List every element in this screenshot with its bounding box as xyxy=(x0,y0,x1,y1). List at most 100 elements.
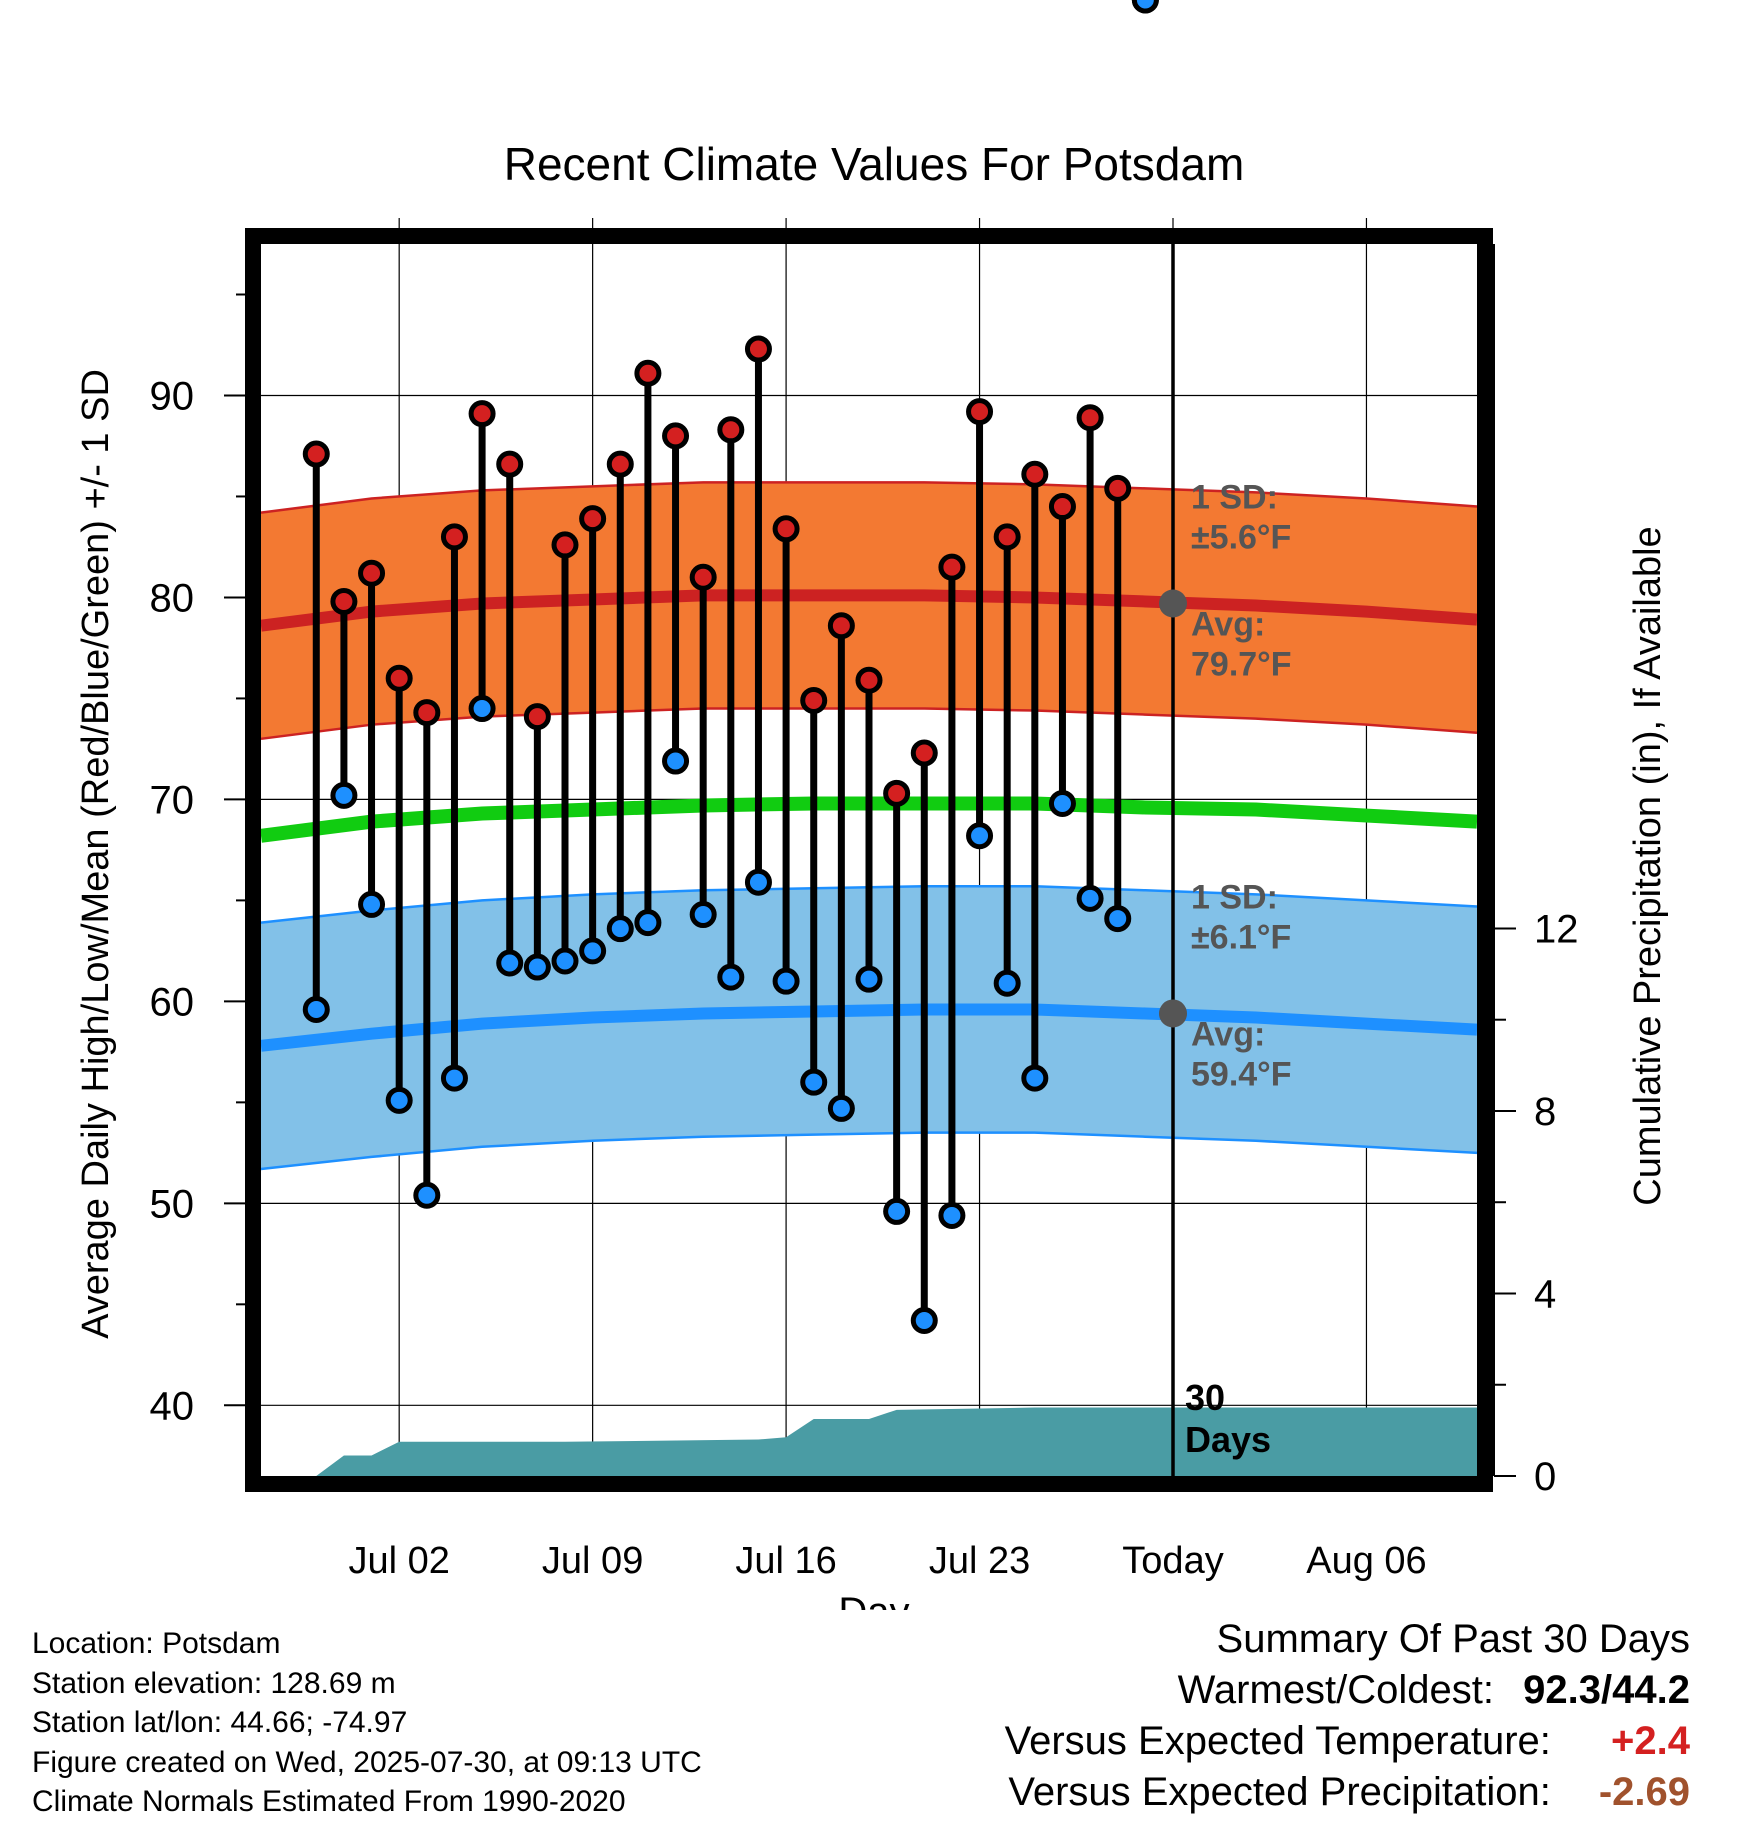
daily-high-point xyxy=(1104,474,1132,502)
daily-low-point xyxy=(662,747,690,775)
x-tick-label: Aug 06 xyxy=(1306,1540,1426,1582)
daily-high-point xyxy=(606,450,634,478)
daily-low-point xyxy=(634,909,662,937)
temp-anomaly-value: +2.4 xyxy=(1611,1719,1690,1763)
location-text: Location: Potsdam xyxy=(32,1627,281,1660)
summary-panel: Summary Of Past 30 Days Warmest/Coldest:… xyxy=(1005,1614,1690,1818)
created-text: Figure created on Wed, 2025-07-30, at 09… xyxy=(32,1745,702,1779)
daily-high-point xyxy=(1021,460,1049,488)
normals-text: Climate Normals Estimated From 1990-2020 xyxy=(32,1785,626,1818)
daily-high-point xyxy=(358,559,386,587)
avg-today-low-marker xyxy=(1159,999,1187,1028)
precip-anomaly-value: -2.69 xyxy=(1598,1770,1690,1814)
temp-anomaly-row: Versus Expected Temperature: +2.4 xyxy=(1005,1716,1690,1767)
daily-high-point xyxy=(1076,404,1104,432)
precip-anomaly-row: Versus Expected Precipitation: -2.69 xyxy=(1005,1767,1690,1818)
daily-high-point xyxy=(1048,493,1076,521)
daily-low-point xyxy=(1021,1064,1049,1092)
daily-low-point xyxy=(1104,905,1132,933)
low-avg-value: 59.4°F xyxy=(1191,1055,1292,1093)
daily-high-point xyxy=(966,398,994,426)
daily-low-point xyxy=(468,695,496,723)
daily-high-point xyxy=(689,563,717,591)
summary-title: Summary Of Past 30 Days xyxy=(1216,1617,1690,1661)
daily-low-point xyxy=(496,949,524,977)
x-tick-label: Jul 09 xyxy=(542,1540,643,1582)
coldest-value: 44.2 xyxy=(1612,1668,1690,1712)
y2-axis-label: Cumulative Precipitation (in), If Availa… xyxy=(1627,526,1669,1205)
daily-low-point xyxy=(855,965,883,993)
daily-low-point xyxy=(606,915,634,943)
x-tick-label: Today xyxy=(1122,1540,1223,1582)
daily-low-point xyxy=(910,1306,938,1334)
daily-low-point xyxy=(330,781,358,809)
station-metadata: Location: Potsdam Station elevation: 128… xyxy=(32,1624,702,1822)
daily-low-point xyxy=(827,1094,855,1122)
avg-today-high-marker xyxy=(1159,589,1187,618)
daily-high-point xyxy=(744,335,772,363)
daily-high-point xyxy=(827,612,855,640)
high-avg-label: Avg: xyxy=(1191,606,1265,644)
daily-high-point xyxy=(772,515,800,543)
daily-high-point xyxy=(910,739,938,767)
y2-tick-label: 0 xyxy=(1534,1455,1556,1499)
daily-low-point xyxy=(551,947,579,975)
normal-high-line xyxy=(260,589,1478,632)
precip-area xyxy=(288,1407,1477,1476)
daily-low-point xyxy=(1048,789,1076,817)
x-tick-label: Jul 16 xyxy=(735,1540,836,1582)
daily-low-point xyxy=(772,967,800,995)
daily-low-point xyxy=(744,868,772,896)
daily-high-point xyxy=(440,523,468,551)
daily-low-point xyxy=(717,963,745,991)
daily-high-point xyxy=(717,416,745,444)
daily-low-point xyxy=(302,995,330,1023)
y-tick-label: 70 xyxy=(150,778,195,822)
high-sd-value: ±5.6°F xyxy=(1191,518,1291,556)
y-tick-label: 90 xyxy=(150,374,195,418)
high-avg-value: 79.7°F xyxy=(1191,646,1292,684)
elevation-text: Station elevation: 128.69 m xyxy=(32,1666,396,1700)
temp-anomaly-label: Versus Expected Temperature: xyxy=(1004,1719,1551,1763)
normal-low-line xyxy=(260,1003,1478,1052)
y-axis-label: Average Daily High/Low/Mean (Red/Blue/Gr… xyxy=(75,369,117,1339)
low-sd-value: ±6.1°F xyxy=(1191,918,1291,956)
low-sd-band-lower-edge xyxy=(260,1131,1478,1171)
daily-low-point xyxy=(1076,884,1104,912)
y2-tick-label: 4 xyxy=(1534,1272,1556,1316)
daily-high-point xyxy=(855,666,883,694)
daily-high-point xyxy=(523,703,551,731)
daily-low-point xyxy=(993,969,1021,997)
x-tick-label: Jul 02 xyxy=(348,1540,449,1582)
daily-high-point xyxy=(551,531,579,559)
daily-low-point xyxy=(883,1197,911,1225)
y-tick-label: 60 xyxy=(150,980,195,1024)
low-avg-label: Avg: xyxy=(1191,1015,1265,1053)
plot-frame xyxy=(245,228,1493,1492)
y2-tick-label: 8 xyxy=(1534,1090,1556,1134)
daily-high-point xyxy=(634,359,662,387)
low-sd-label: 1 SD: xyxy=(1191,878,1278,916)
today-label: Days xyxy=(1185,1419,1271,1460)
x-axis-label: Day xyxy=(838,1590,909,1610)
y-tick-label: 80 xyxy=(150,576,195,620)
daily-high-point xyxy=(938,553,966,581)
warmest-coldest-label: Warmest/Coldest: xyxy=(1177,1668,1495,1712)
daily-low-point xyxy=(1131,0,1159,14)
daily-high-point xyxy=(883,779,911,807)
daily-high-point xyxy=(330,587,358,615)
today-label: 30 xyxy=(1185,1377,1225,1418)
daily-low-point xyxy=(966,822,994,850)
daily-high-point xyxy=(579,505,607,533)
daily-low-point xyxy=(800,1068,828,1096)
daily-high-point xyxy=(800,686,828,714)
latlon-text: Station lat/lon: 44.66; -74.97 xyxy=(32,1706,408,1739)
y-tick-label: 50 xyxy=(150,1182,195,1226)
daily-high-point xyxy=(496,450,524,478)
warmest-value: 92.3 xyxy=(1523,1668,1602,1712)
daily-high-point xyxy=(993,523,1021,551)
high-sd-label: 1 SD: xyxy=(1191,478,1278,516)
daily-high-point xyxy=(413,699,441,727)
daily-low-point xyxy=(358,890,386,918)
